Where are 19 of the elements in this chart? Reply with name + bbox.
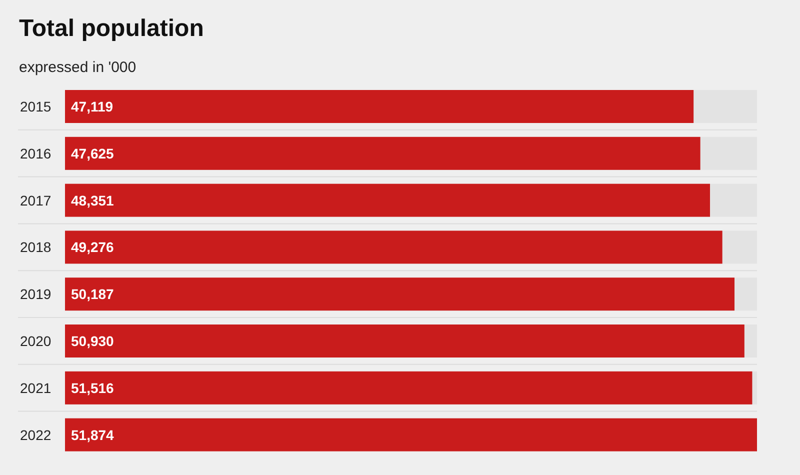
y-tick-label: 2016 xyxy=(20,145,52,162)
data-label: 49,276 xyxy=(71,239,114,256)
y-tick-label: 2021 xyxy=(20,380,52,396)
y-tick-label: 2019 xyxy=(20,286,52,302)
y-tick-label: 2022 xyxy=(20,426,52,443)
y-tick-label: 2017 xyxy=(20,192,52,208)
data-label: 48,351 xyxy=(71,192,114,208)
data-label: 51,516 xyxy=(71,380,114,396)
data-label: 50,930 xyxy=(71,333,114,349)
y-tick-label: 2020 xyxy=(20,333,52,349)
data-label: 51,874 xyxy=(71,426,114,443)
data-label: 47,625 xyxy=(71,145,114,162)
y-tick-label: 2015 xyxy=(20,98,52,114)
data-label: 50,187 xyxy=(71,286,114,302)
chart-subtitle: expressed in '000 xyxy=(19,59,136,76)
bar xyxy=(65,418,757,452)
y-tick-label: 2018 xyxy=(20,239,52,256)
data-label: 47,119 xyxy=(71,98,114,114)
chart-title: Total population xyxy=(19,15,204,42)
